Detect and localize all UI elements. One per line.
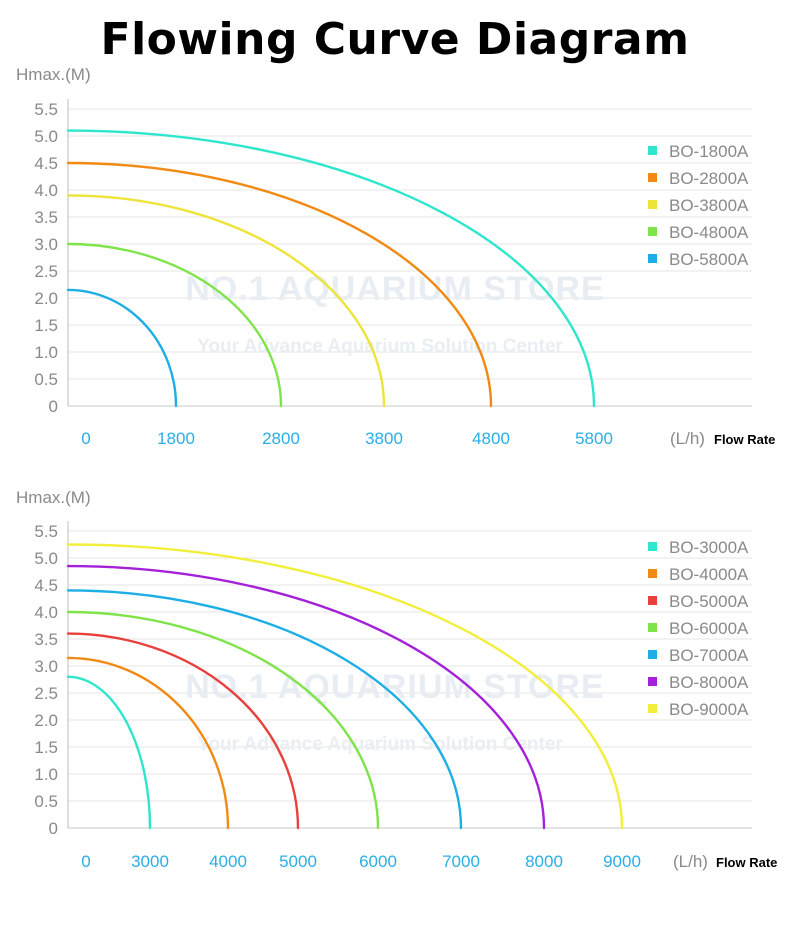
x-tick-label: 8000 — [525, 852, 563, 871]
watermark-tagline: Your Advance Aquarium Solution Center — [197, 336, 563, 357]
legend-label: BO-7000A — [669, 646, 749, 665]
x-tick-label: 4800 — [472, 429, 510, 448]
curve-bo-7000a — [66, 589, 463, 830]
x-tick-label: 1800 — [157, 429, 195, 448]
x-tick-label: 5800 — [575, 429, 613, 448]
y-tick-label: 3.5 — [34, 208, 58, 227]
y-tick-label: 3.5 — [34, 630, 58, 649]
y-tick-label: 3.0 — [34, 235, 58, 254]
x-tick-label: 0 — [81, 429, 90, 448]
y-tick-label: 0.5 — [34, 792, 58, 811]
legend-swatch — [648, 704, 657, 713]
chart-top: 0 0.5 1.0 1.5 2.0 2.5 3.0 3.5 4.0 4.5 5.0 5.5 Hmax.(… — [16, 65, 775, 448]
legend-swatch — [648, 542, 657, 551]
legend-swatch — [648, 227, 657, 236]
x-axis-unit: (L/h) — [670, 429, 705, 448]
legend-label: BO-4800A — [669, 223, 749, 242]
curve-bo-3800a — [66, 194, 386, 408]
y-axis-label: Hmax.(M) — [16, 65, 91, 84]
y-tick-label: 1.5 — [34, 316, 58, 335]
legend-label: BO-3800A — [669, 196, 749, 215]
x-tick-label: 5000 — [279, 852, 317, 871]
watermark-store-name: NO.1 AQUARIUM STORE — [185, 668, 604, 706]
y-tick-label: 3.0 — [34, 657, 58, 676]
curve-bo-8000a — [66, 564, 546, 830]
y-tick-label: 1.0 — [34, 343, 58, 362]
chart-bottom: 0 0.5 1.0 1.5 2.0 2.5 3.0 3.5 4.0 4.5 5.0 5.5 Hmax.(… — [16, 488, 777, 871]
curve-bo-9000a — [66, 543, 624, 830]
x-tick-label: 0 — [81, 852, 90, 871]
x-tick-label: 2800 — [262, 429, 300, 448]
y-axis-label: Hmax.(M) — [16, 488, 91, 507]
x-tick-label: 3000 — [131, 852, 169, 871]
x-axis-label: Flow Rate — [716, 855, 777, 870]
curve-bo-5000a — [66, 632, 300, 830]
y-tick-label: 5.5 — [34, 100, 58, 119]
y-tick-label: 5.0 — [34, 127, 58, 146]
x-axis-unit: (L/h) — [673, 852, 708, 871]
y-tick-label: 0 — [49, 819, 58, 838]
curve-bo-4800a — [66, 242, 283, 408]
y-tick-label: 5.0 — [34, 549, 58, 568]
y-tick-label: 4.0 — [34, 603, 58, 622]
curve-bo-6000a — [66, 610, 380, 830]
curve-bo-4000a — [66, 656, 230, 830]
y-tick-label: 2.5 — [34, 684, 58, 703]
legend-label: BO-4000A — [669, 565, 749, 584]
curve-bo-2800a — [66, 161, 493, 408]
curve-bo-5800a — [66, 288, 178, 408]
y-tick-label: 4.5 — [34, 154, 58, 173]
x-tick-label: 4000 — [209, 852, 247, 871]
x-tick-label: 7000 — [442, 852, 480, 871]
x-tick-label: 9000 — [603, 852, 641, 871]
legend-label: BO-8000A — [669, 673, 749, 692]
watermark-tagline: Your Advance Aquarium Solution Center — [197, 734, 563, 755]
y-tick-label: 0.5 — [34, 370, 58, 389]
y-tick-label: 4.0 — [34, 181, 58, 200]
legend-swatch — [648, 650, 657, 659]
x-axis-label: Flow Rate — [714, 432, 775, 447]
legend-swatch — [648, 173, 657, 182]
y-tick-label: 4.5 — [34, 576, 58, 595]
legend-swatch — [648, 146, 657, 155]
legend-label: BO-1800A — [669, 142, 749, 161]
legend-swatch — [648, 623, 657, 632]
legend-label: BO-9000A — [669, 700, 749, 719]
y-tick-label: 5.5 — [34, 522, 58, 541]
page-title: Flowing Curve Diagram — [100, 14, 690, 65]
y-tick-label: 2.0 — [34, 289, 58, 308]
x-tick-label: 3800 — [365, 429, 403, 448]
legend-swatch — [648, 569, 657, 578]
legend-swatch — [648, 254, 657, 263]
legend-label: BO-5800A — [669, 250, 749, 269]
y-tick-label: 2.0 — [34, 711, 58, 730]
legend-swatch — [648, 200, 657, 209]
legend-label: BO-6000A — [669, 619, 749, 638]
y-tick-label: 0 — [49, 397, 58, 416]
legend-label: BO-2800A — [669, 169, 749, 188]
curve-bo-1800a — [66, 129, 596, 408]
watermark-store-name: NO.1 AQUARIUM STORE — [185, 270, 604, 308]
legend-swatch — [648, 596, 657, 605]
y-tick-label: 2.5 — [34, 262, 58, 281]
legend-label: BO-5000A — [669, 592, 749, 611]
legend-label: BO-3000A — [669, 538, 749, 557]
y-tick-label: 1.5 — [34, 738, 58, 757]
legend-swatch — [648, 677, 657, 686]
curve-bo-3000a — [66, 675, 152, 830]
y-tick-label: 1.0 — [34, 765, 58, 784]
x-tick-label: 6000 — [359, 852, 397, 871]
